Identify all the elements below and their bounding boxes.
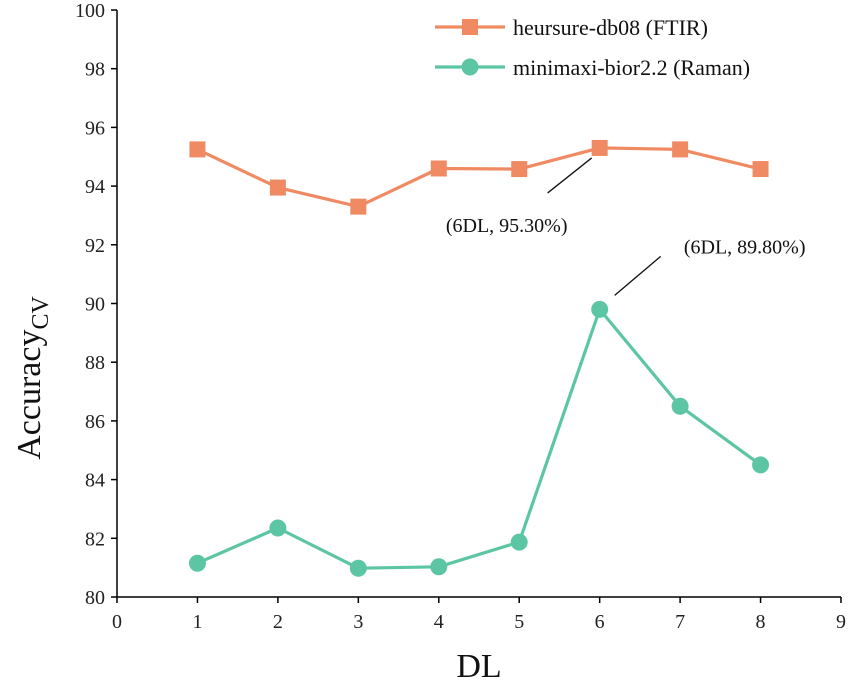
annotation-leader bbox=[547, 157, 593, 194]
y-tick-label: 98 bbox=[85, 59, 105, 81]
x-axis-title: DL bbox=[456, 648, 501, 685]
x-tick-label: 5 bbox=[514, 611, 524, 633]
annotation-leader bbox=[614, 255, 662, 296]
legend-item-1: heursure-db08 (FTIR) bbox=[435, 15, 708, 40]
x-tick-label: 7 bbox=[675, 611, 685, 633]
y-axis-title-group: AccuracyCV bbox=[11, 296, 54, 460]
data-point-circle bbox=[671, 397, 689, 415]
data-point-circle bbox=[349, 559, 367, 577]
y-axis-title-sub: CV bbox=[28, 296, 54, 330]
series-layer bbox=[188, 139, 770, 577]
legend-label: heursure-db08 (FTIR) bbox=[513, 15, 708, 40]
annotation-label: (6DL, 89.80%) bbox=[684, 236, 806, 258]
y-tick-label: 82 bbox=[85, 528, 105, 550]
x-ticks: 0 1 2 3 4 5 6 7 8 9 bbox=[112, 597, 846, 633]
x-tick-label: 2 bbox=[273, 611, 283, 633]
data-point-circle bbox=[430, 558, 448, 576]
legend-item-2: minimaxi-bior2.2 (Raman) bbox=[435, 55, 750, 80]
y-ticks: 80 82 84 86 88 90 92 94 96 98 100 bbox=[75, 0, 117, 609]
data-point-circle bbox=[752, 456, 770, 474]
y-tick-label: 88 bbox=[85, 352, 105, 374]
y-tick-label: 80 bbox=[85, 587, 105, 609]
x-tick-label: 0 bbox=[112, 611, 122, 633]
y-axis-title-main: Accuracy bbox=[11, 330, 48, 460]
y-axis-title: AccuracyCV bbox=[11, 296, 54, 460]
legend-label: minimaxi-bior2.2 (Raman) bbox=[513, 55, 750, 80]
series-line bbox=[196, 307, 762, 570]
data-point-square bbox=[269, 179, 286, 196]
data-point-square bbox=[430, 160, 447, 177]
x-tick-label: 6 bbox=[595, 611, 605, 633]
data-point-square bbox=[511, 161, 528, 178]
data-point-square bbox=[189, 141, 206, 158]
y-tick-label: 90 bbox=[85, 294, 105, 316]
legend-marker-circle bbox=[461, 58, 479, 76]
y-tick-label: 92 bbox=[85, 235, 105, 257]
series-2 bbox=[188, 300, 770, 577]
annotation-label: (6DL, 95.30%) bbox=[446, 215, 568, 237]
x-tick-label: 9 bbox=[836, 611, 846, 633]
y-tick-label: 100 bbox=[75, 0, 105, 22]
data-point-circle bbox=[269, 519, 287, 537]
x-tick-label: 3 bbox=[353, 611, 363, 633]
annotations: (6DL, 95.30%) (6DL, 89.80%) bbox=[446, 157, 806, 296]
x-tick-label: 4 bbox=[434, 611, 444, 633]
y-tick-label: 94 bbox=[85, 176, 105, 198]
y-tick-label: 96 bbox=[85, 117, 105, 139]
data-point-square bbox=[591, 139, 608, 156]
series-1 bbox=[189, 139, 769, 215]
data-point-square bbox=[672, 141, 689, 158]
data-point-circle bbox=[188, 554, 206, 572]
data-point-square bbox=[752, 161, 769, 178]
y-tick-label: 84 bbox=[85, 470, 105, 492]
axes bbox=[116, 10, 841, 598]
legend: heursure-db08 (FTIR) minimaxi-bior2.2 (Ra… bbox=[435, 15, 750, 80]
x-tick-label: 1 bbox=[192, 611, 202, 633]
legend-marker-square bbox=[462, 19, 478, 35]
data-point-square bbox=[350, 198, 367, 215]
data-point-circle bbox=[591, 300, 609, 318]
x-tick-label: 8 bbox=[756, 611, 766, 633]
data-point-circle bbox=[510, 533, 528, 551]
series-line bbox=[196, 146, 761, 209]
y-tick-label: 86 bbox=[85, 411, 105, 433]
